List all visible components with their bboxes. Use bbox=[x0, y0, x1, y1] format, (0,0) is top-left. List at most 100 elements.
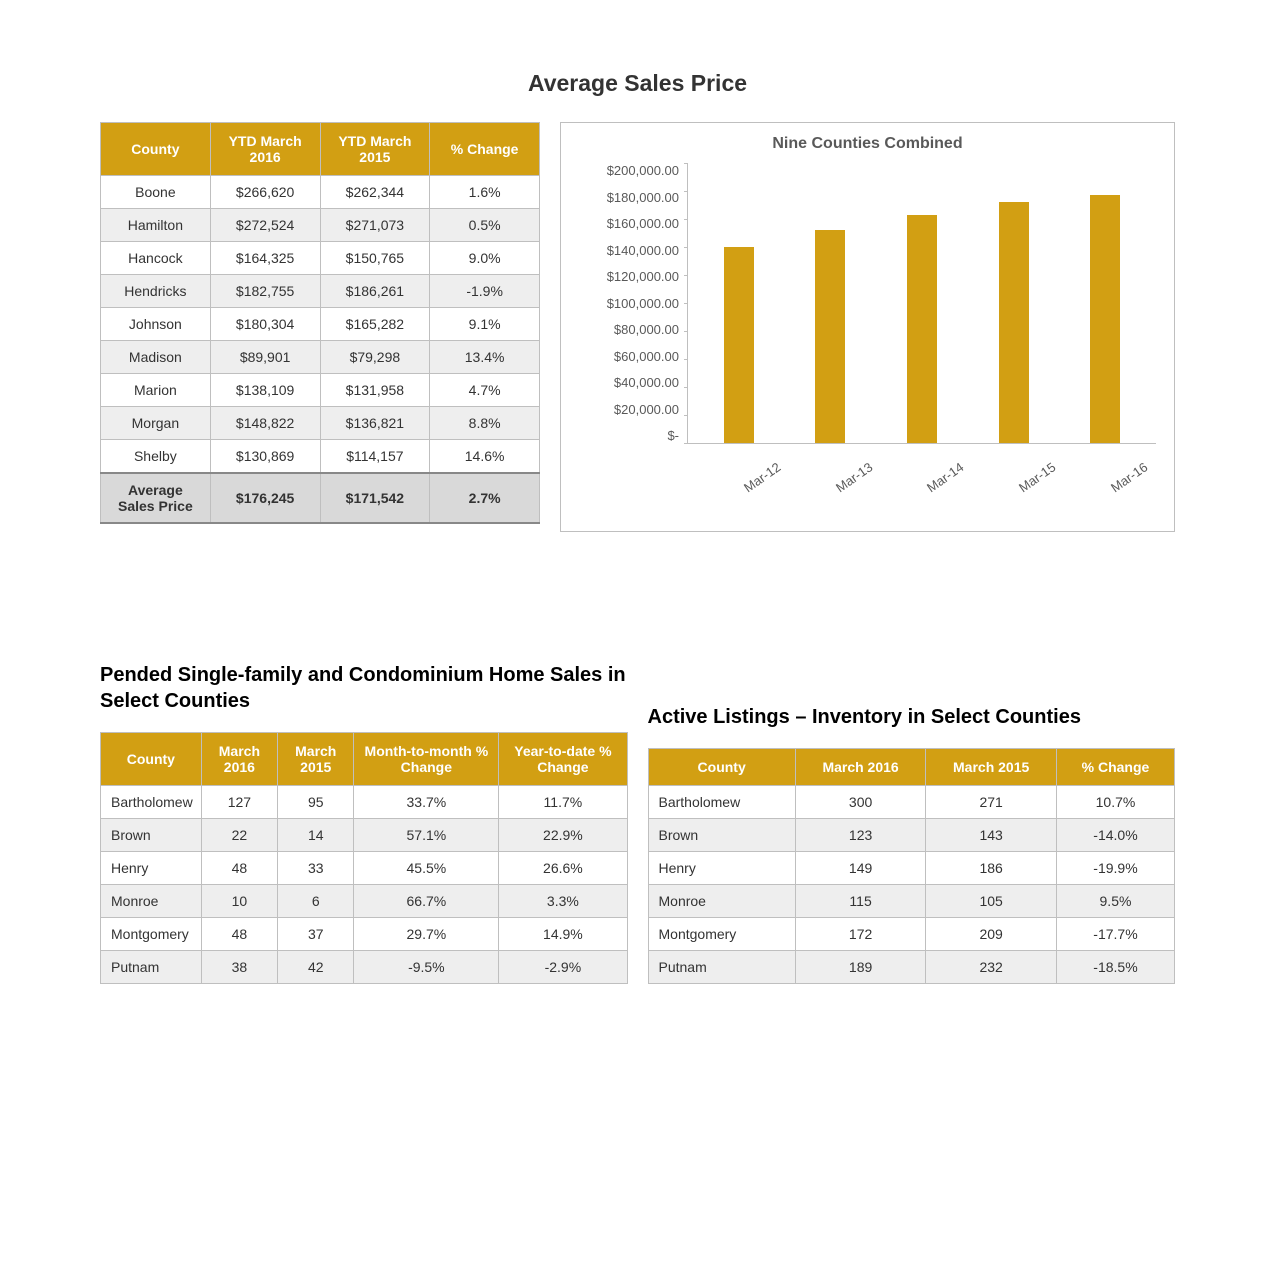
table-row: Johnson$180,304$165,2829.1% bbox=[101, 308, 540, 341]
table-cell: -14.0% bbox=[1056, 819, 1174, 852]
table-cell: Hendricks bbox=[101, 275, 211, 308]
bar bbox=[724, 247, 754, 443]
table-cell: 3.3% bbox=[499, 885, 627, 918]
table-cell: 38 bbox=[201, 951, 277, 984]
table-header-row: County YTD March 2016 YTD March 2015 % C… bbox=[101, 123, 540, 176]
table-cell: $150,765 bbox=[320, 242, 430, 275]
col-county: County bbox=[101, 733, 202, 786]
table-cell: 172 bbox=[795, 918, 926, 951]
table-cell: 42 bbox=[278, 951, 354, 984]
table-cell: 14.9% bbox=[499, 918, 627, 951]
pended-title: Pended Single-family and Condominium Hom… bbox=[100, 662, 628, 714]
table-cell: 14.6% bbox=[430, 440, 540, 474]
y-axis: $200,000.00$180,000.00$160,000.00$140,00… bbox=[579, 163, 687, 443]
table-cell: $130,869 bbox=[210, 440, 320, 474]
x-axis-labels: Mar-12Mar-13Mar-14Mar-15Mar-16 bbox=[687, 465, 1156, 480]
table-row: Bartholomew30027110.7% bbox=[648, 786, 1175, 819]
chart-title: Nine Counties Combined bbox=[579, 135, 1156, 153]
y-tick-mark bbox=[684, 359, 688, 360]
y-tick-label: $120,000.00 bbox=[579, 269, 679, 284]
active-table: County March 2016 March 2015 % Change Ba… bbox=[648, 748, 1176, 984]
table-cell: 300 bbox=[795, 786, 926, 819]
table-cell: Bartholomew bbox=[648, 786, 795, 819]
table-cell: $131,958 bbox=[320, 374, 430, 407]
table-cell: Putnam bbox=[101, 951, 202, 984]
table-cell: 4.7% bbox=[430, 374, 540, 407]
x-tick-label: Mar-13 bbox=[833, 466, 866, 495]
table-cell: Madison bbox=[101, 341, 211, 374]
pended-tbody: Bartholomew1279533.7%11.7%Brown221457.1%… bbox=[101, 786, 628, 984]
table-cell: 48 bbox=[201, 852, 277, 885]
avg-sales-tbody: Boone$266,620$262,3441.6%Hamilton$272,52… bbox=[101, 176, 540, 524]
col-county: County bbox=[648, 749, 795, 786]
avg-sales-table: County YTD March 2016 YTD March 2015 % C… bbox=[100, 122, 540, 524]
table-cell: 33 bbox=[278, 852, 354, 885]
table-cell: 123 bbox=[795, 819, 926, 852]
col-2015: March 2015 bbox=[278, 733, 354, 786]
bar bbox=[907, 215, 937, 443]
x-labels-wrap: Mar-12Mar-13Mar-14Mar-15Mar-16 bbox=[687, 465, 1156, 480]
table-cell: 37 bbox=[278, 918, 354, 951]
active-tbody: Bartholomew30027110.7%Brown123143-14.0%H… bbox=[648, 786, 1175, 984]
pended-section: Pended Single-family and Condominium Hom… bbox=[100, 652, 628, 984]
y-tick-label: $80,000.00 bbox=[579, 322, 679, 337]
y-tick-label: $180,000.00 bbox=[579, 190, 679, 205]
table-cell: 149 bbox=[795, 852, 926, 885]
table-cell: $138,109 bbox=[210, 374, 320, 407]
table-row: Montgomery172209-17.7% bbox=[648, 918, 1175, 951]
table-cell: $114,157 bbox=[320, 440, 430, 474]
table-cell: $171,542 bbox=[320, 473, 430, 523]
table-cell: $79,298 bbox=[320, 341, 430, 374]
table-cell: Monroe bbox=[648, 885, 795, 918]
table-cell: $182,755 bbox=[210, 275, 320, 308]
table-cell: 66.7% bbox=[354, 885, 499, 918]
table-row: Henry483345.5%26.6% bbox=[101, 852, 628, 885]
table-cell: -18.5% bbox=[1056, 951, 1174, 984]
table-cell: $165,282 bbox=[320, 308, 430, 341]
table-cell: Brown bbox=[101, 819, 202, 852]
table-row: Shelby$130,869$114,15714.6% bbox=[101, 440, 540, 474]
y-tick-mark bbox=[684, 387, 688, 388]
x-tick-label: Mar-15 bbox=[1016, 466, 1049, 495]
table-row: Putnam189232-18.5% bbox=[648, 951, 1175, 984]
y-tick-label: $20,000.00 bbox=[579, 402, 679, 417]
table-cell: 11.7% bbox=[499, 786, 627, 819]
y-tick-label: $- bbox=[579, 428, 679, 443]
y-tick-label: $160,000.00 bbox=[579, 216, 679, 231]
y-tick-mark bbox=[684, 303, 688, 304]
bar bbox=[815, 230, 845, 443]
col-change: % Change bbox=[430, 123, 540, 176]
table-cell: Hancock bbox=[101, 242, 211, 275]
table-cell: Putnam bbox=[648, 951, 795, 984]
table-header-row: County March 2016 March 2015 Month-to-mo… bbox=[101, 733, 628, 786]
table-cell: 9.0% bbox=[430, 242, 540, 275]
table-cell: $186,261 bbox=[320, 275, 430, 308]
col-2015: YTD March 2015 bbox=[320, 123, 430, 176]
table-header-row: County March 2016 March 2015 % Change bbox=[648, 749, 1175, 786]
table-row: Montgomery483729.7%14.9% bbox=[101, 918, 628, 951]
table-cell: $266,620 bbox=[210, 176, 320, 209]
y-tick-mark bbox=[684, 247, 688, 248]
bottom-row: Pended Single-family and Condominium Hom… bbox=[100, 652, 1175, 984]
bar bbox=[999, 202, 1029, 443]
table-row: Putnam3842-9.5%-2.9% bbox=[101, 951, 628, 984]
col-county: County bbox=[101, 123, 211, 176]
table-cell: $176,245 bbox=[210, 473, 320, 523]
bars-container bbox=[688, 163, 1156, 443]
table-cell: 95 bbox=[278, 786, 354, 819]
col-ytd: Year-to-date % Change bbox=[499, 733, 627, 786]
table-row: Brown123143-14.0% bbox=[648, 819, 1175, 852]
table-cell: 9.5% bbox=[1056, 885, 1174, 918]
table-cell: 6 bbox=[278, 885, 354, 918]
table-cell: 0.5% bbox=[430, 209, 540, 242]
table-row: Monroe1151059.5% bbox=[648, 885, 1175, 918]
table-cell: $272,524 bbox=[210, 209, 320, 242]
table-row: Brown221457.1%22.9% bbox=[101, 819, 628, 852]
table-cell: 2.7% bbox=[430, 473, 540, 523]
page: Average Sales Price County YTD March 201… bbox=[0, 0, 1275, 1044]
table-cell: 13.4% bbox=[430, 341, 540, 374]
y-tick-mark bbox=[684, 275, 688, 276]
table-cell: -9.5% bbox=[354, 951, 499, 984]
table-cell: Shelby bbox=[101, 440, 211, 474]
table-cell: 127 bbox=[201, 786, 277, 819]
